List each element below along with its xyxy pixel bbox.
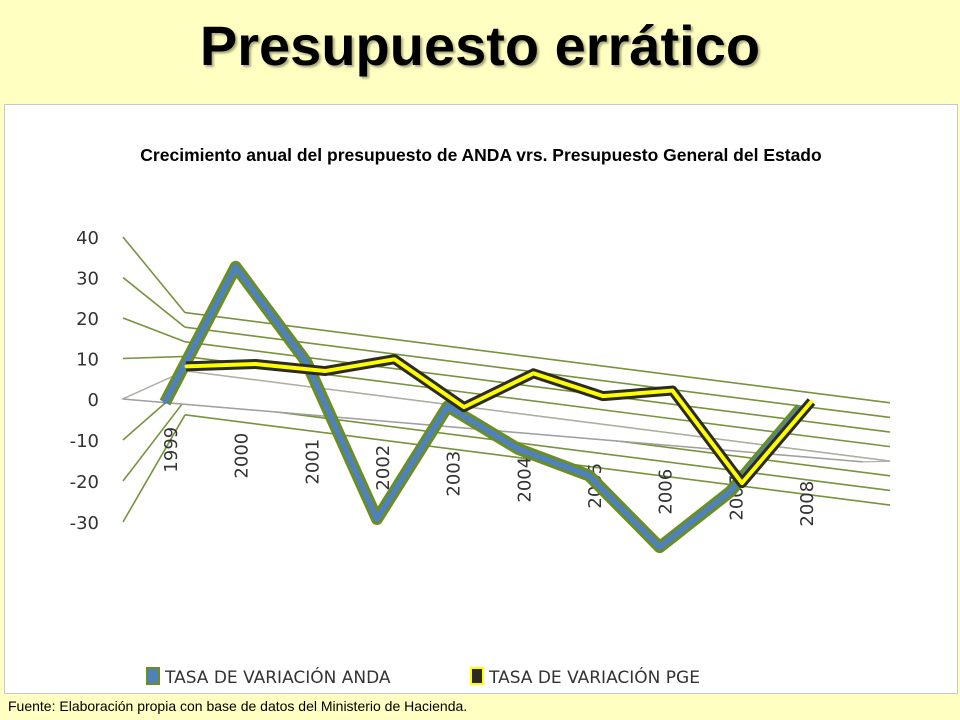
data-point-pge	[254, 362, 258, 366]
x-tick-label: 2003	[444, 451, 465, 497]
chart-panel: Crecimiento anual del presupuesto de AND…	[4, 104, 958, 694]
series-pge-line	[185, 357, 813, 486]
series-lines	[159, 260, 816, 554]
data-point-anda	[446, 404, 450, 408]
x-tick-label: 2000	[232, 433, 253, 479]
gridline-side	[122, 355, 186, 360]
legend: TASA DE VARIACIÓN ANDA TASA DE VARIACIÓN…	[146, 666, 700, 688]
data-point-anda	[587, 474, 591, 478]
legend-swatch-anda	[146, 667, 160, 685]
x-tick-label: 1999	[161, 427, 182, 473]
data-point-pge	[462, 405, 466, 409]
gridline-side	[122, 236, 186, 314]
gridline	[184, 311, 891, 404]
series-anda-line	[162, 263, 804, 551]
y-tick-label: -10	[70, 431, 99, 452]
gridline-side	[122, 399, 186, 482]
x-tick-label: 2006	[656, 469, 677, 515]
gridline-side	[122, 414, 186, 523]
data-point-pge	[670, 389, 674, 393]
data-point-anda	[163, 401, 167, 405]
gridline	[184, 399, 891, 492]
y-tick-label: 20	[76, 309, 99, 330]
data-point-anda	[516, 447, 520, 451]
data-point-anda	[658, 545, 662, 549]
x-tick-label: 2004	[514, 457, 535, 503]
x-tick-label: 2001	[302, 439, 323, 485]
data-point-pge	[184, 364, 188, 368]
y-axis-ticks: 40 30 20 10 0 -10 -20 -30	[70, 228, 99, 534]
data-point-pge	[740, 481, 744, 485]
data-point-pge	[323, 369, 327, 373]
gridline-side	[122, 276, 186, 328]
y-tick-label: -20	[70, 472, 99, 493]
y-tick-label: 10	[76, 350, 99, 371]
source-note: Fuente: Elaboración propia con base de d…	[8, 698, 468, 714]
data-point-pge	[809, 400, 813, 404]
x-tick-label: 2002	[373, 445, 394, 491]
data-point-pge	[601, 394, 605, 398]
x-axis-ticks: 1999 2000 2001 2002 2003 2004 2005 2006 2007 2008	[161, 427, 818, 527]
chart-svg: Crecimiento anual del presupuesto de AND…	[70, 145, 891, 688]
y-tick-label: 30	[76, 269, 99, 290]
x-tick-label: 2008	[797, 481, 818, 527]
data-point-pge	[392, 357, 396, 361]
data-point-anda	[234, 265, 238, 269]
slide-title: Presupuesto errático	[199, 14, 761, 77]
data-point-anda	[375, 517, 379, 521]
y-tick-label: -30	[70, 513, 99, 534]
chart-title: Crecimiento anual del presupuesto de AND…	[140, 145, 821, 165]
data-point-pge	[531, 371, 535, 375]
data-point-anda	[728, 490, 732, 494]
gridline-side	[122, 317, 186, 343]
y-tick-label: 40	[76, 228, 99, 249]
legend-label-anda: TASA DE VARIACIÓN ANDA	[164, 666, 391, 688]
y-tick-label: 0	[88, 390, 99, 411]
data-point-anda	[304, 360, 308, 364]
legend-label-pge: TASA DE VARIACIÓN PGE	[488, 666, 700, 688]
legend-swatch-pge	[470, 667, 484, 685]
